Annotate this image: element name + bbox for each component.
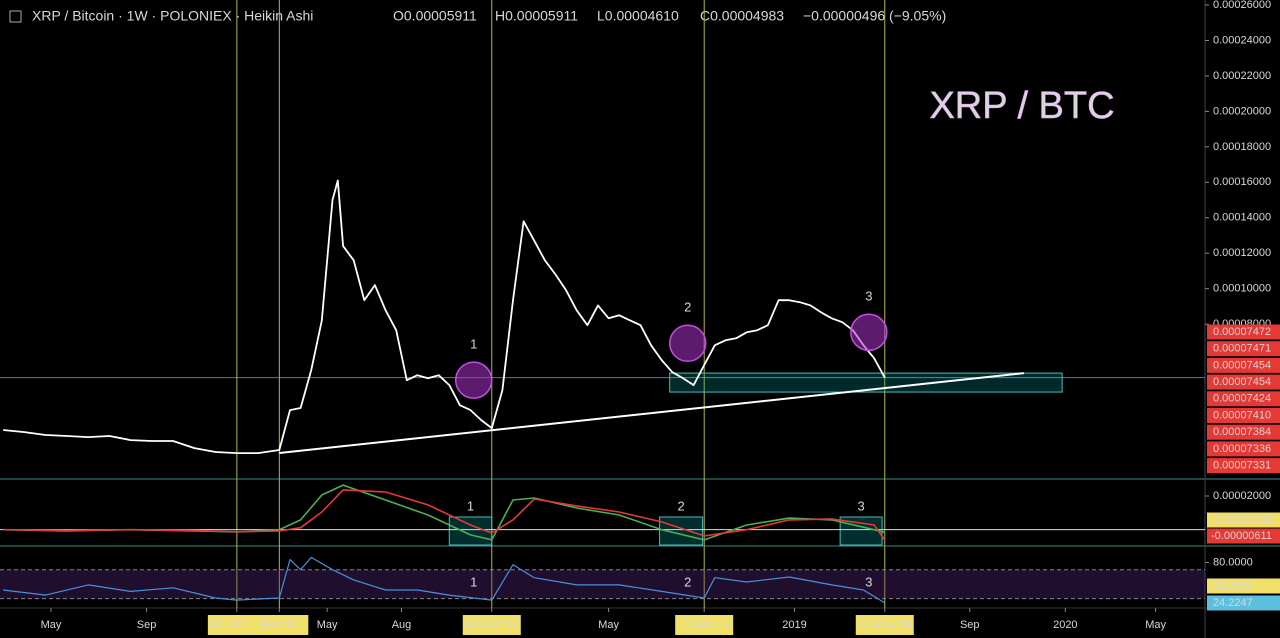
ribbon-label-bg [1207,408,1280,423]
ribbon-label-bg [1207,357,1280,373]
x-tick-label: May [1145,619,1166,631]
x-tick-label: May [317,619,338,631]
annotation-circle [668,324,707,363]
last-value-bg [1207,595,1280,611]
last-value-label: -0.00000611 [1211,530,1272,542]
y-tick-label: 0.00018000 [1213,141,1271,153]
ribbon-label: 0.00007454 [1213,376,1271,388]
y-tick-label: 0.00016000 [1213,176,1271,188]
ohlc-high: H0.00005911 [495,8,578,24]
ohlc-change: −0.00000496 (−9.05%) [803,8,946,24]
chart-title: XRP / BTC [929,85,1114,127]
x-tick-label: May [41,619,62,631]
rsi-annotation-label: 2 [684,574,691,589]
annotation-circle [454,361,493,399]
last-value-bg [1207,528,1280,544]
y-tick-label: 0.00012000 [1213,247,1271,259]
ohlc-low: L0.00004610 [597,8,679,24]
x-tick-label: Sep [137,619,157,631]
x-tick-label: 04 Dec '17 [466,619,518,631]
ribbon-label: 0.00007424 [1213,393,1271,405]
last-value-label: -0.00000168 [1211,514,1273,526]
y-tick-label: 0.00026000 [1213,0,1271,11]
last-value-label: 24.2247 [1213,597,1253,609]
ribbon-label: 0.00007471 [1213,343,1271,355]
ribbon-label: 0.00007472 [1213,326,1271,338]
y-tick-label: 0.00014000 [1213,212,1271,224]
last-value-bg [1207,578,1280,594]
y-tick-label: 0.00010000 [1213,283,1271,295]
ribbon-label: 0.00007336 [1213,443,1271,455]
indicator-line [3,556,886,604]
annotation-circle [850,313,888,352]
x-tick-label: Sep [960,619,980,631]
trendline [279,372,1025,455]
x-tick-highlight [250,615,309,635]
x-tick-label: Feb '17 [261,619,297,631]
x-tick-highlight [855,615,914,635]
ohlc-open: O0.00005911 [393,8,477,24]
ribbon-label: 0.00007454 [1213,359,1271,371]
x-tick-label: 2020 [1053,619,1077,631]
ohlc-close: C0.00004983 [700,8,784,24]
indicator-line [3,489,886,541]
last-value-bg [1207,512,1280,528]
x-tick-highlight [675,615,734,635]
annotation-label: 3 [865,289,872,304]
signal-box-label: 1 [467,498,474,513]
ribbon-label-bg [1207,441,1280,457]
price-line [3,179,886,454]
ribbon-label-bg [1207,458,1280,474]
toolbar-icon[interactable] [9,10,22,23]
y-tick-label: 0.00020000 [1213,105,1271,117]
annotation-label: 1 [470,337,477,352]
rsi-band [0,569,1205,599]
rsi-annotation-label: 1 [470,574,477,589]
annotation-label: 2 [684,300,691,315]
y-tick-label: 80.0000 [1213,556,1253,568]
ribbon-label: 0.00007384 [1213,426,1271,438]
rsi-annotation-label: 3 [865,574,872,589]
y-tick-label: 0.00024000 [1213,34,1271,46]
ribbon-label: 0.00007331 [1213,460,1271,472]
ribbon-label-bg [1207,341,1280,357]
last-value-label: 25.3482 [1213,580,1253,592]
x-tick-highlight [462,615,521,635]
ribbon-label-bg [1207,324,1280,340]
x-tick-label: 10 Sep '18 [678,619,730,631]
x-tick-label: 06 May '19 [858,619,911,631]
y-tick-label: 0.00002000 [1213,490,1271,502]
ribbon-label-bg [1207,374,1280,390]
x-tick-label: Aug [392,619,412,631]
x-tick-label: May [598,619,619,631]
x-tick-label: 02 Jan '17 [212,619,262,631]
ribbon-label: 0.00007410 [1213,409,1271,421]
signal-box-label: 2 [677,498,684,513]
y-tick-label: 0.00022000 [1213,70,1271,82]
x-tick-label: 2019 [782,619,806,631]
ribbon-label-bg [1207,391,1280,407]
symbol-title: XRP / Bitcoin · 1W · POLONIEX · Heikin A… [32,8,313,24]
signal-box-label: 3 [858,498,865,513]
ribbon-label-bg [1207,424,1280,440]
